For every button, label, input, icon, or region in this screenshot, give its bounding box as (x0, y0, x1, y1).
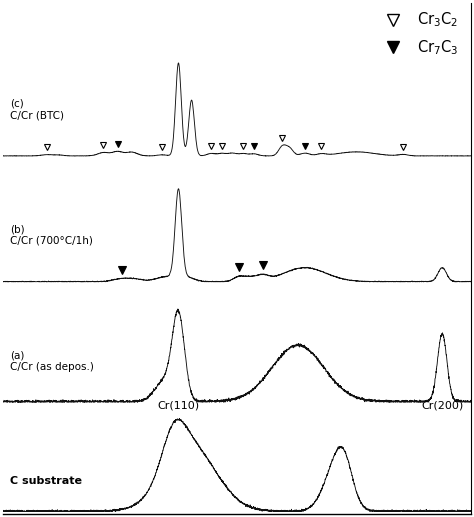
Text: Cr(200): Cr(200) (421, 400, 463, 410)
Text: (a)
C/Cr (as depos.): (a) C/Cr (as depos.) (10, 350, 94, 372)
Text: (c)
C/Cr (BTC): (c) C/Cr (BTC) (10, 99, 64, 120)
Text: C substrate: C substrate (10, 476, 82, 486)
Text: (b)
C/Cr (700°C/1h): (b) C/Cr (700°C/1h) (10, 224, 93, 246)
Text: Cr(110): Cr(110) (157, 400, 200, 410)
Legend: Cr$_3$C$_2$, Cr$_7$C$_3$: Cr$_3$C$_2$, Cr$_7$C$_3$ (373, 5, 464, 63)
